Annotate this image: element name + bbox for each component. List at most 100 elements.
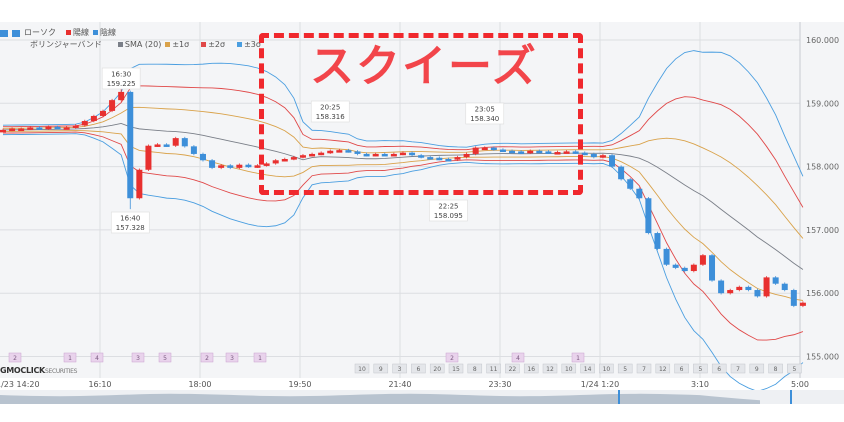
event-marker-label: 5 [163, 355, 167, 362]
event-count-label: 11 [490, 366, 498, 373]
candle-down [681, 267, 688, 272]
candle-up [263, 163, 270, 166]
event-count-marker [655, 363, 671, 374]
band-upper-3sigma [2, 50, 804, 177]
candle-up [72, 125, 79, 128]
event-count-label: 5 [698, 366, 702, 373]
callout-time: 16:40 [120, 215, 140, 223]
event-count-label: 12 [546, 366, 554, 373]
event-count-marker [749, 363, 765, 374]
navigator-handle-right [790, 390, 792, 404]
candle-down [536, 150, 543, 154]
callout-time: 22:25 [438, 203, 458, 211]
candle-down [363, 153, 370, 157]
price-callout [429, 199, 468, 222]
legend-sigma2[interactable]: ±2σ [201, 39, 225, 51]
candle-down [209, 160, 216, 168]
navigator-handle-left [618, 390, 620, 404]
candle-down [718, 280, 725, 294]
legend-up[interactable]: 陽線 [66, 27, 89, 39]
event-count-marker [467, 363, 483, 374]
candle-down [345, 150, 352, 153]
y-tick-label: 157.000 [806, 226, 839, 235]
event-count-label: 8 [774, 366, 778, 373]
legend-sma[interactable]: SMA (20) [117, 39, 161, 51]
band-lower-1sigma [2, 130, 803, 301]
candle-up [390, 153, 397, 157]
candle-up [136, 169, 143, 199]
x-tick-label: 19:50 [288, 380, 311, 389]
candle-up [9, 128, 16, 132]
event-count-marker [636, 363, 652, 374]
candle-up [599, 155, 606, 158]
event-marker-label: 2 [205, 355, 209, 362]
candle-up [399, 152, 406, 156]
callout-price: 158.316 [316, 113, 345, 121]
x-tick-label: 5:00 [791, 380, 809, 389]
candle-down [445, 159, 452, 162]
event-marker-label: 4 [95, 355, 99, 362]
candlestick-icon[interactable] [0, 29, 8, 37]
navigator-area [0, 393, 760, 404]
event-count-marker [580, 363, 595, 374]
legend-down[interactable]: 陰線 [93, 27, 116, 39]
candle-up [699, 255, 706, 265]
event-marker-label: 3 [230, 355, 234, 362]
event-count-marker [542, 363, 558, 374]
event-count-marker [787, 363, 802, 374]
candle-down [790, 290, 797, 306]
event-count-marker [730, 363, 746, 374]
event-count-label: 12 [659, 366, 667, 373]
candle-down [409, 152, 416, 156]
event-count-label: 9 [755, 366, 759, 373]
candle-down [627, 179, 634, 189]
candle-down [245, 164, 252, 168]
candle-down [127, 91, 134, 199]
event-count-marker [617, 363, 633, 374]
event-marker-label: 2 [13, 355, 17, 362]
candle-up [90, 115, 97, 122]
candle-up [272, 160, 279, 164]
event-count-marker [411, 363, 426, 374]
event-marker [571, 352, 585, 363]
sma-line [2, 122, 804, 270]
event-marker-label: 3 [136, 355, 140, 362]
candle-down [427, 157, 434, 160]
x-tick-label: 23:30 [488, 380, 511, 389]
candle-down [36, 127, 43, 130]
candle-down [545, 151, 552, 154]
bollinger-icon[interactable] [12, 29, 20, 37]
candle-down [645, 198, 652, 234]
event-count-label: 20 [433, 366, 441, 373]
squeeze-highlight-box [259, 33, 583, 195]
candle-up [145, 145, 152, 170]
candle-up [763, 277, 770, 297]
candle-down [354, 151, 361, 154]
event-marker-label: 2 [450, 355, 454, 362]
event-count-label: 10 [565, 366, 573, 373]
event-count-marker [486, 363, 501, 374]
callout-time: 20:25 [320, 104, 340, 112]
event-count-label: 9 [379, 366, 383, 373]
candle-up [218, 165, 225, 168]
callout-price: 158.095 [434, 212, 463, 220]
callout-time: 23:05 [475, 106, 495, 114]
event-count-label: 14 [584, 366, 592, 373]
price-callout [110, 211, 150, 234]
candle-down [190, 146, 197, 154]
event-marker [253, 352, 267, 363]
legend-sigma3[interactable]: ±3σ [237, 39, 261, 51]
legend-sigma1[interactable]: ±1σ [165, 39, 189, 51]
candle-down [163, 144, 170, 147]
event-count-marker [392, 363, 407, 374]
event-marker [225, 352, 239, 363]
candle-up [463, 153, 470, 158]
candle-down [663, 248, 670, 265]
legend-candle: ローソク [24, 28, 56, 37]
x-tick-label: 18:00 [188, 380, 211, 389]
event-marker-label: 1 [576, 355, 580, 362]
event-count-marker [429, 363, 445, 374]
candle-up [154, 144, 161, 147]
candle-down [581, 152, 588, 156]
